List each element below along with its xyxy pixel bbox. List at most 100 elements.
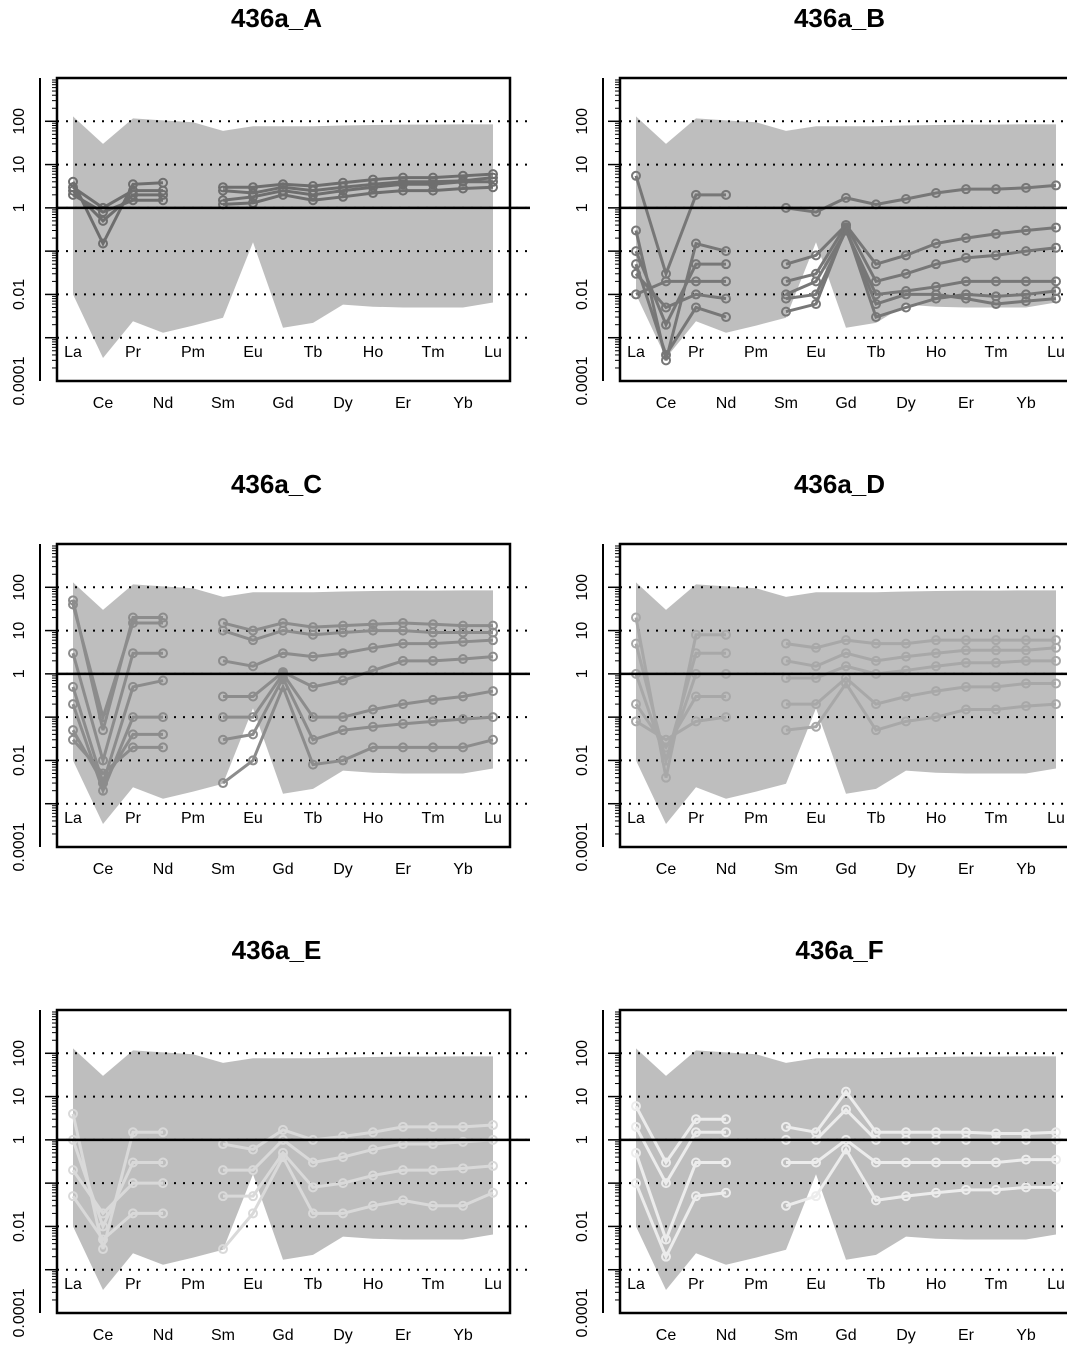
data-point bbox=[98, 1244, 108, 1255]
data-point bbox=[1021, 655, 1031, 666]
data-point bbox=[338, 627, 348, 638]
data-point bbox=[871, 299, 881, 310]
series-line bbox=[634, 1137, 1056, 1244]
data-point bbox=[98, 1208, 108, 1219]
x-tick-label: Tb bbox=[304, 810, 323, 827]
y-tick-label: 0.0001 bbox=[574, 822, 591, 871]
x-tick-label: Gd bbox=[272, 1327, 293, 1344]
data-point bbox=[158, 712, 168, 723]
y-tick-label: 100 bbox=[11, 108, 28, 135]
data-point bbox=[1021, 296, 1031, 307]
data-point bbox=[158, 742, 168, 753]
data-point bbox=[158, 1127, 168, 1138]
data-point bbox=[278, 1152, 288, 1163]
data-point bbox=[338, 712, 348, 723]
data-point bbox=[901, 651, 911, 662]
x-tick-label: Er bbox=[395, 1327, 412, 1344]
data-point bbox=[248, 188, 258, 199]
y-tick-label: 100 bbox=[574, 574, 591, 601]
data-point bbox=[338, 725, 348, 736]
data-point bbox=[128, 617, 138, 628]
data-point bbox=[68, 1191, 78, 1202]
series-line bbox=[71, 655, 494, 789]
data-point bbox=[98, 1234, 108, 1245]
data-point bbox=[458, 742, 468, 753]
x-tick-label: Lu bbox=[1047, 1276, 1065, 1293]
data-point bbox=[458, 1136, 468, 1147]
data-point bbox=[721, 648, 731, 659]
data-point bbox=[1021, 678, 1031, 689]
data-point bbox=[98, 1221, 108, 1232]
data-point bbox=[488, 1120, 498, 1131]
data-point bbox=[1021, 289, 1031, 300]
data-point bbox=[991, 184, 1001, 195]
series-line bbox=[71, 1153, 494, 1251]
data-point bbox=[901, 302, 911, 313]
panel-title: 436a_A bbox=[231, 3, 322, 33]
data-point bbox=[931, 686, 941, 697]
data-point bbox=[721, 189, 731, 200]
series-line bbox=[72, 176, 494, 214]
plot-frame bbox=[618, 76, 1067, 383]
data-point bbox=[721, 691, 731, 702]
x-tick-label: Ho bbox=[363, 1276, 384, 1293]
series-line bbox=[634, 676, 1056, 751]
x-tick-label: Pm bbox=[181, 344, 205, 361]
data-point bbox=[661, 349, 671, 360]
x-tick-label: Sm bbox=[211, 1327, 235, 1344]
y-tick-label: 10 bbox=[11, 1088, 28, 1106]
x-tick-label: Gd bbox=[835, 395, 856, 412]
y-tick-label: 0.01 bbox=[574, 745, 591, 776]
data-point bbox=[631, 612, 641, 623]
panel-title: 436a_D bbox=[794, 469, 885, 499]
data-point bbox=[458, 1200, 468, 1211]
data-point bbox=[661, 276, 671, 287]
data-point bbox=[871, 312, 881, 323]
data-point bbox=[721, 1187, 731, 1198]
data-point bbox=[631, 638, 641, 649]
data-point bbox=[338, 1208, 348, 1219]
panel-title: 436a_B bbox=[794, 3, 885, 33]
data-point bbox=[278, 681, 288, 692]
data-point bbox=[781, 725, 791, 736]
data-point bbox=[781, 293, 791, 304]
data-point bbox=[218, 691, 228, 702]
data-point bbox=[871, 1195, 881, 1206]
data-point bbox=[398, 638, 408, 649]
data-point bbox=[458, 627, 468, 638]
envelope bbox=[73, 116, 493, 358]
data-point bbox=[961, 1184, 971, 1195]
x-tick-label: Gd bbox=[272, 861, 293, 878]
series-line bbox=[71, 638, 494, 766]
data-point bbox=[871, 725, 881, 736]
y-tick-label: 0.0001 bbox=[11, 822, 28, 871]
data-point bbox=[368, 1144, 378, 1155]
x-tick-label: Yb bbox=[1016, 1327, 1036, 1344]
data-point bbox=[691, 238, 701, 249]
y-tick-label: 0.0001 bbox=[574, 356, 591, 405]
x-tick-label: La bbox=[64, 810, 82, 827]
x-tick-label: Dy bbox=[896, 395, 916, 412]
data-point bbox=[398, 1121, 408, 1132]
panel: 436a_B 100 10 1 0.01 0.0001 La Ce Pr Nd Pm Sm Eu Gd Tb… bbox=[574, 3, 1067, 412]
data-point bbox=[661, 734, 671, 745]
data-point bbox=[158, 648, 168, 659]
x-tick-label: Sm bbox=[211, 861, 235, 878]
data-point bbox=[248, 755, 258, 766]
x-tick-label: Nd bbox=[153, 861, 173, 878]
data-point bbox=[308, 185, 318, 196]
data-point bbox=[841, 225, 851, 236]
x-tick-label: Yb bbox=[1016, 395, 1036, 412]
data-point bbox=[961, 704, 971, 715]
data-point bbox=[961, 252, 971, 263]
x-tick-label: Yb bbox=[453, 1327, 473, 1344]
plot-frame bbox=[618, 542, 1067, 849]
data-point bbox=[158, 195, 168, 206]
data-point bbox=[158, 1178, 168, 1189]
data-point bbox=[428, 742, 438, 753]
data-point bbox=[991, 1184, 1001, 1195]
x-tick-label: Ce bbox=[93, 395, 114, 412]
series-line bbox=[71, 671, 494, 795]
data-point bbox=[218, 1191, 228, 1202]
